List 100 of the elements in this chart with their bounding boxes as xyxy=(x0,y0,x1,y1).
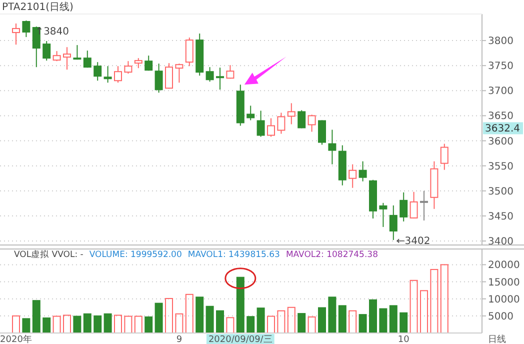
y-tick-label: 3650 xyxy=(488,111,514,122)
y-tick-label: 3500 xyxy=(488,186,514,198)
bar xyxy=(42,317,51,334)
text: 日线 xyxy=(488,334,506,344)
bar xyxy=(63,314,71,334)
candlestick xyxy=(52,50,61,62)
y-tick-label: 3600 xyxy=(488,136,514,148)
candlestick xyxy=(287,102,296,125)
bar xyxy=(400,312,408,334)
candlestick xyxy=(83,50,92,68)
y-tick-label: 3700 xyxy=(488,86,514,98)
candlestick xyxy=(298,110,306,129)
y-tick-label: 3550 xyxy=(488,161,514,172)
candlestick xyxy=(12,23,20,46)
candlestick xyxy=(144,55,153,72)
bar xyxy=(358,314,367,334)
text: 3632.4 xyxy=(485,124,520,135)
candlestick xyxy=(42,40,51,62)
bar xyxy=(83,313,92,334)
annotation: MAVOL2: 1082745.38 xyxy=(286,250,378,260)
bar xyxy=(379,308,388,334)
bar xyxy=(440,264,448,334)
x-tick-label: 9 xyxy=(176,335,182,344)
bar xyxy=(246,316,255,334)
annotation: VOL虚拟 VVOL: - xyxy=(14,249,84,260)
bar xyxy=(338,305,346,334)
y-tick-label: 3400 xyxy=(488,236,514,248)
annotation: MAVOL1: 1439815.63 xyxy=(188,250,280,260)
bar xyxy=(52,316,61,334)
y-tick-label: 5000 xyxy=(488,311,514,322)
bar xyxy=(267,316,275,334)
bar xyxy=(206,306,214,334)
candlestick xyxy=(246,105,255,121)
bar xyxy=(114,314,122,334)
candlestick xyxy=(348,164,357,188)
bar xyxy=(287,306,296,334)
candlestick xyxy=(73,44,82,60)
candlestick xyxy=(216,67,224,90)
candlestick xyxy=(318,120,326,146)
annotation: ←3402 xyxy=(396,236,430,247)
bar xyxy=(154,302,163,334)
bar xyxy=(389,305,398,334)
candlestick xyxy=(94,62,102,82)
candlestick xyxy=(379,202,388,228)
candlestick xyxy=(185,37,194,67)
bar xyxy=(165,298,173,334)
candlestick xyxy=(400,192,408,222)
annotation: VOLUME: 1999592.00 xyxy=(89,250,182,260)
candlestick xyxy=(104,66,112,84)
candlestick xyxy=(114,66,122,84)
candlestick xyxy=(277,112,286,134)
bar xyxy=(328,296,336,334)
candlestick xyxy=(154,63,163,94)
bar xyxy=(124,316,132,334)
candlestick xyxy=(328,129,336,165)
bar xyxy=(73,316,82,334)
bar xyxy=(175,313,184,334)
bar xyxy=(32,300,40,334)
bar xyxy=(420,290,428,334)
candlestick xyxy=(124,60,132,74)
y-tick-label: 3450 xyxy=(488,211,514,222)
bar xyxy=(226,317,234,334)
candlestick xyxy=(22,20,30,38)
bar xyxy=(298,313,306,334)
y-tick-label: 20000 xyxy=(488,260,520,272)
bar xyxy=(216,310,224,334)
y-tick-label: 3750 xyxy=(488,61,514,72)
candlestick xyxy=(440,143,448,170)
candlestick xyxy=(308,114,316,132)
bar xyxy=(308,316,316,334)
bar xyxy=(196,296,204,334)
x-tick-label: 2020年 xyxy=(0,334,32,344)
candlestick xyxy=(420,190,428,221)
y-tick-label: 3800 xyxy=(488,36,514,48)
bar xyxy=(12,315,20,334)
candlestick xyxy=(358,160,367,182)
bar xyxy=(22,318,30,334)
candlestick xyxy=(389,204,398,240)
bar xyxy=(144,316,153,334)
bar xyxy=(256,308,265,334)
bar xyxy=(277,310,286,334)
x-tick-label: 2020/09/09/三 xyxy=(208,335,272,344)
candlestick xyxy=(256,110,265,138)
bar xyxy=(94,315,102,334)
candlestick xyxy=(175,63,184,84)
bar xyxy=(104,313,112,334)
candlestick xyxy=(206,66,214,82)
candlestick xyxy=(165,62,173,90)
candlestick xyxy=(226,64,234,80)
chart-title: PTA2101(日线) xyxy=(2,1,74,13)
y-tick-label: 15000 xyxy=(488,277,520,288)
x-tick-label: 10 xyxy=(398,335,410,344)
bar xyxy=(348,310,357,334)
bar xyxy=(236,276,244,334)
y-tick-label: 10000 xyxy=(488,294,520,306)
candlestick xyxy=(63,46,71,70)
bar xyxy=(430,268,438,334)
bar xyxy=(134,316,142,334)
bar xyxy=(369,299,377,334)
candlestick xyxy=(410,191,418,219)
